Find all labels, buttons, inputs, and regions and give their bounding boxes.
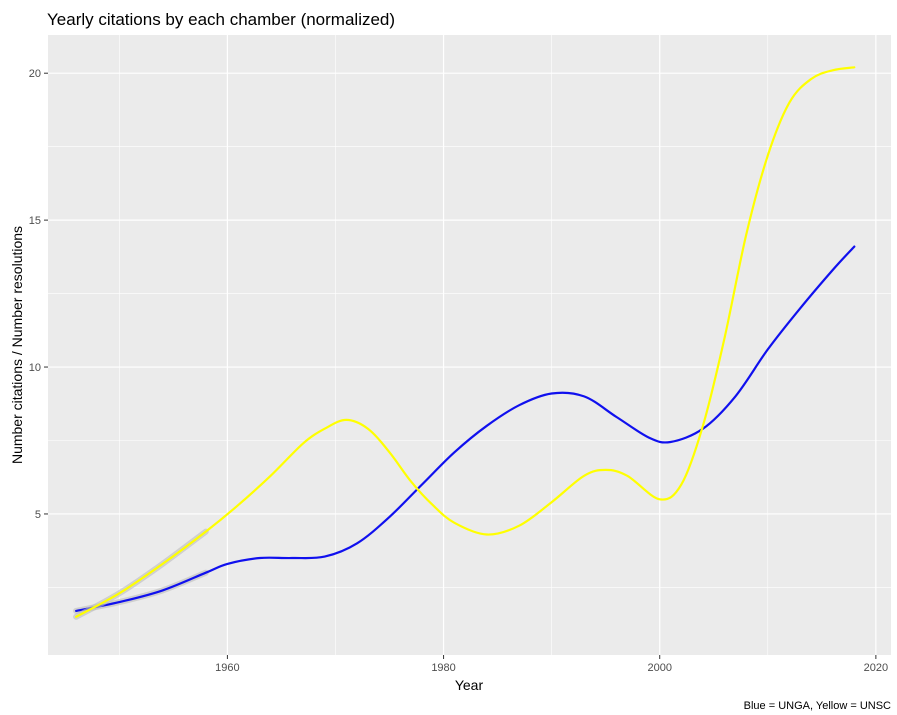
x-axis-title: Year [455, 677, 484, 693]
x-tick-label: 1980 [431, 662, 455, 674]
chart-title: Yearly citations by each chamber (normal… [47, 10, 395, 29]
x-axis-ticks: 1960 1980 2000 2020 [215, 655, 888, 674]
y-tick-label: 5 [35, 509, 41, 521]
major-gridlines [48, 35, 891, 655]
series-lines [73, 66, 856, 620]
y-tick-label: 10 [29, 362, 41, 374]
series-line-unsc [75, 66, 856, 618]
x-tick-label: 1960 [215, 662, 239, 674]
y-axis-ticks: 5 10 15 20 [29, 68, 48, 521]
y-tick-label: 15 [29, 215, 41, 227]
y-axis-title: Number citations / Number resolutions [9, 226, 25, 464]
chart-caption: Blue = UNGA, Yellow = UNSC [744, 700, 891, 712]
x-tick-label: 2000 [647, 662, 671, 674]
y-tick-label: 20 [29, 68, 41, 80]
series-line-unga [75, 245, 856, 612]
x-tick-label: 2020 [864, 662, 888, 674]
plot-panel [48, 35, 891, 655]
